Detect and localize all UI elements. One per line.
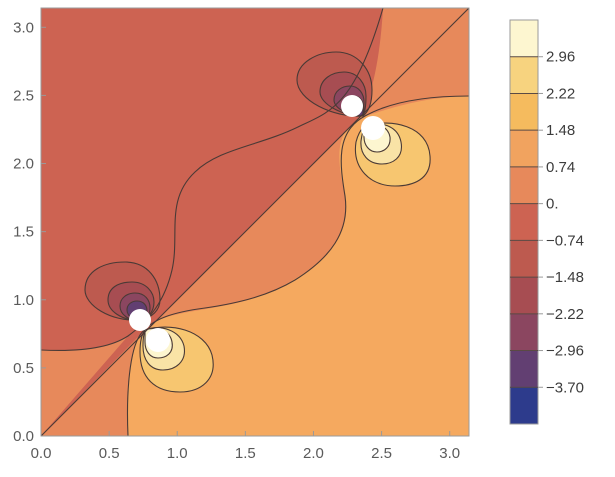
- singularity-hole: [341, 95, 363, 117]
- x-tick-label: 3.0: [439, 445, 460, 462]
- legend-label: 0.74: [546, 159, 575, 176]
- legend-swatch: [510, 166, 538, 205]
- y-tick-label: 2.5: [13, 87, 34, 104]
- legend-swatch: [510, 387, 538, 425]
- legend-label: −0.74: [546, 232, 584, 249]
- legend-frame: [509, 19, 539, 425]
- legend-label: 0.: [546, 196, 559, 213]
- legend-swatch: [510, 20, 538, 58]
- plot-frame: [40, 7, 470, 437]
- plot-area: [41, 8, 469, 436]
- y-tick-label: 2.0: [13, 156, 34, 173]
- singularity-hole: [361, 116, 385, 140]
- x-tick-label: 1.5: [235, 445, 256, 462]
- x-tick-label: 2.0: [303, 445, 324, 462]
- legend-swatch: [510, 350, 538, 388]
- x-tick-label: 1.0: [167, 445, 188, 462]
- legend-swatch: [510, 93, 538, 131]
- legend-label: −2.96: [546, 343, 584, 360]
- y-axis-ticks: 0.0 0.5 1.0 1.5 2.0 2.5 3.0: [13, 19, 46, 445]
- y-tick-label: 1.5: [13, 224, 34, 241]
- y-tick-label: 0.0: [13, 428, 34, 445]
- x-axis-ticks: 0.0 0.5 1.0 1.5 2.0 2.5 3.0: [31, 431, 460, 462]
- y-tick-label: 3.0: [13, 19, 34, 36]
- legend-label: −1.48: [546, 269, 584, 286]
- x-tick-label: 2.5: [371, 445, 392, 462]
- singularity-hole: [129, 309, 151, 331]
- contour-line-upper: [41, 8, 384, 352]
- x-tick-label: 0.5: [99, 445, 120, 462]
- diagonal-contour: [41, 8, 469, 436]
- legend-label: 2.96: [546, 49, 575, 66]
- legend-label: −3.70: [546, 379, 584, 396]
- legend-swatch: [510, 203, 538, 241]
- legend-swatch: [510, 130, 538, 168]
- legend-swatch: [510, 240, 538, 278]
- region-band-left-0-074: [41, 336, 128, 436]
- x-tick-label: 0.0: [31, 445, 52, 462]
- legend-label: 1.48: [546, 122, 575, 139]
- contour-line-lower: [126, 95, 469, 436]
- color-legend: 2.96 2.22 1.48 0.74 0. −0.74 −1.48 −2.22 −2.96 −3…: [509, 19, 584, 425]
- legend-swatch: [510, 56, 538, 94]
- legend-swatch: [510, 313, 538, 352]
- legend-label: −2.22: [546, 306, 584, 323]
- legend-swatch: [510, 277, 538, 315]
- y-tick-label: 0.5: [13, 360, 34, 377]
- singularity-hole: [146, 328, 170, 352]
- y-tick-label: 1.0: [13, 292, 34, 309]
- legend-label: 2.22: [546, 85, 575, 102]
